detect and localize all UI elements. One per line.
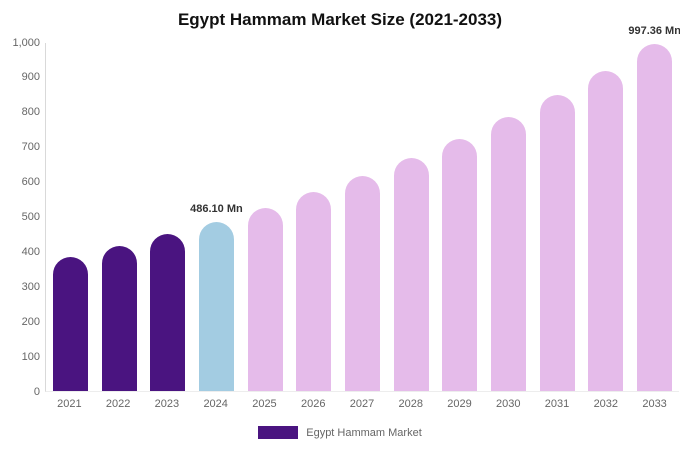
bar-2029[interactable] bbox=[442, 138, 478, 391]
bar-2026[interactable] bbox=[296, 192, 332, 391]
y-tick-label-100: 100 bbox=[21, 350, 40, 363]
legend-swatch bbox=[258, 426, 299, 439]
bar-slot-2022 bbox=[95, 43, 144, 391]
data-label-2024: 486.10 Mn bbox=[190, 202, 243, 215]
bar-slot-2029 bbox=[436, 43, 485, 391]
y-tick-label-1000: 1,000 bbox=[12, 36, 40, 49]
data-label-2033: 997.36 Mn bbox=[628, 24, 680, 37]
y-tick-label-400: 400 bbox=[21, 245, 40, 258]
y-tick-label-700: 700 bbox=[21, 141, 40, 154]
bar-slot-2033 bbox=[630, 43, 679, 391]
bar-slot-2030 bbox=[484, 43, 533, 391]
bar-slot-2032 bbox=[582, 43, 631, 391]
x-axis: 2021 2022 2023 2024 2025 2026 2027 2028 2029 2030… bbox=[45, 398, 679, 410]
x-tick-label-2022: 2022 bbox=[105, 398, 131, 410]
x-tick-label-2025: 2025 bbox=[252, 398, 277, 410]
legend[interactable]: Egypt Hammam Market bbox=[0, 426, 680, 439]
bars-container bbox=[46, 43, 679, 391]
bar-2024[interactable] bbox=[198, 221, 234, 391]
bar-slot-2023 bbox=[143, 43, 192, 391]
x-tick-label-2031: 2031 bbox=[544, 398, 570, 410]
x-tick-label-2032: 2032 bbox=[593, 398, 619, 410]
x-tick-label-2021: 2021 bbox=[57, 398, 82, 410]
x-tick-label-2030: 2030 bbox=[496, 398, 521, 410]
plot-area: 486.10 Mn 997.36 Mn bbox=[45, 25, 680, 392]
bar-slot-2031 bbox=[533, 43, 582, 391]
bar-2027[interactable] bbox=[344, 175, 380, 391]
x-tick-label-2023: 2023 bbox=[154, 398, 180, 410]
bar-slot-2024 bbox=[192, 43, 241, 391]
y-tick-label-300: 300 bbox=[21, 280, 40, 293]
x-tick-label-2026: 2026 bbox=[300, 398, 326, 410]
bar-slot-2028 bbox=[387, 43, 436, 391]
chart-title: Egypt Hammam Market Size (2021-2033) bbox=[177, 10, 503, 29]
bar-2022[interactable] bbox=[101, 246, 137, 391]
bar-slot-2026 bbox=[289, 43, 338, 391]
bar-2025[interactable] bbox=[247, 207, 283, 391]
y-tick-label-600: 600 bbox=[21, 176, 40, 189]
bar-slot-2025 bbox=[241, 43, 290, 391]
bar-2030[interactable] bbox=[491, 117, 527, 391]
y-axis: 0 100 200 300 400 500 600 700 800 900 1,000 bbox=[0, 37, 40, 398]
y-tick-label-200: 200 bbox=[21, 315, 40, 328]
x-tick-label-2024: 2024 bbox=[203, 398, 228, 410]
y-tick-label-800: 800 bbox=[21, 106, 40, 119]
x-tick-label-2033: 2033 bbox=[642, 398, 667, 410]
bar-slot-2021 bbox=[46, 43, 95, 391]
bar-2031[interactable] bbox=[539, 94, 575, 391]
x-tick-label-2029: 2029 bbox=[447, 398, 472, 410]
bar-slot-2027 bbox=[338, 43, 387, 391]
bar-2033[interactable] bbox=[637, 43, 673, 391]
bar-2021[interactable] bbox=[52, 257, 88, 391]
x-tick-label-2027: 2027 bbox=[349, 398, 375, 410]
x-tick-label-2028: 2028 bbox=[398, 398, 423, 410]
legend-label: Egypt Hammam Market bbox=[306, 426, 422, 439]
bar-2032[interactable] bbox=[588, 70, 624, 391]
bar-2028[interactable] bbox=[393, 157, 429, 391]
bar-2023[interactable] bbox=[150, 234, 186, 391]
y-tick-label-0: 0 bbox=[33, 385, 40, 398]
y-tick-label-500: 500 bbox=[21, 211, 40, 223]
y-tick-label-900: 900 bbox=[21, 71, 40, 84]
